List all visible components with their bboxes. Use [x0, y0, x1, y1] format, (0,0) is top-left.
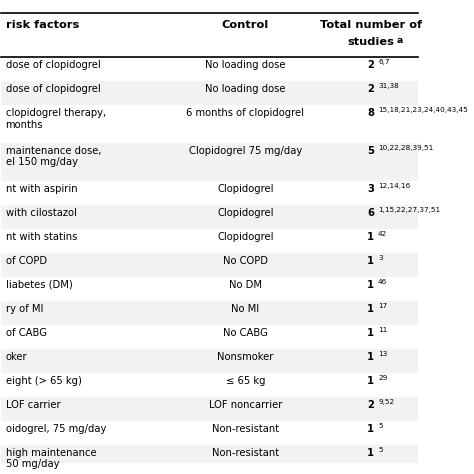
- Text: 5: 5: [367, 146, 374, 156]
- Bar: [1, 57, 419, 81]
- Text: 11: 11: [378, 327, 387, 333]
- Text: Control: Control: [222, 20, 269, 30]
- Text: 9,52: 9,52: [378, 399, 394, 405]
- Text: 6,7: 6,7: [378, 59, 390, 65]
- Bar: [1, 105, 419, 143]
- Text: high maintenance
50 mg/day: high maintenance 50 mg/day: [6, 448, 96, 469]
- Text: LOF carrier: LOF carrier: [6, 400, 60, 410]
- Text: No MI: No MI: [231, 304, 259, 314]
- Bar: [1, 325, 419, 348]
- Text: 29: 29: [378, 375, 387, 381]
- Text: LOF noncarrier: LOF noncarrier: [209, 400, 282, 410]
- Text: oker: oker: [6, 352, 27, 362]
- Text: nt with statins: nt with statins: [6, 232, 77, 242]
- Text: 31,38: 31,38: [378, 83, 399, 89]
- Text: 1: 1: [367, 424, 374, 434]
- Text: 5: 5: [378, 423, 383, 429]
- Bar: [1, 373, 419, 397]
- Text: Clopidogrel: Clopidogrel: [217, 184, 273, 194]
- Text: 17: 17: [378, 303, 387, 309]
- Text: risk factors: risk factors: [6, 20, 79, 30]
- Text: 1: 1: [367, 376, 374, 386]
- Text: ry of MI: ry of MI: [6, 304, 43, 314]
- Text: No loading dose: No loading dose: [205, 84, 286, 94]
- Text: liabetes (DM): liabetes (DM): [6, 280, 73, 290]
- Text: Non-resistant: Non-resistant: [212, 424, 279, 434]
- Text: ≤ 65 kg: ≤ 65 kg: [226, 376, 265, 386]
- Text: 3: 3: [378, 255, 383, 261]
- Bar: [1, 420, 419, 445]
- Text: Non-resistant: Non-resistant: [212, 448, 279, 458]
- Text: 12,14,16: 12,14,16: [378, 183, 410, 189]
- Text: No loading dose: No loading dose: [205, 60, 286, 70]
- Text: 5: 5: [378, 447, 383, 453]
- Text: Clopidogrel: Clopidogrel: [217, 232, 273, 242]
- Text: Clopidogrel: Clopidogrel: [217, 208, 273, 218]
- Text: 13: 13: [378, 351, 387, 357]
- Bar: [1, 143, 419, 181]
- Text: clopidogrel therapy,
months: clopidogrel therapy, months: [6, 108, 106, 129]
- Text: eight (> 65 kg): eight (> 65 kg): [6, 376, 82, 386]
- Bar: [1, 445, 419, 474]
- Text: Total number of: Total number of: [319, 20, 421, 30]
- Text: 1: 1: [367, 328, 374, 338]
- Text: 1: 1: [367, 304, 374, 314]
- Bar: [1, 348, 419, 373]
- Bar: [1, 301, 419, 325]
- Text: 46: 46: [378, 279, 387, 285]
- Text: oidogrel, 75 mg/day: oidogrel, 75 mg/day: [6, 424, 106, 434]
- Bar: [1, 276, 419, 301]
- Text: 2: 2: [367, 400, 374, 410]
- Bar: [1, 397, 419, 420]
- Text: maintenance dose,
el 150 mg/day: maintenance dose, el 150 mg/day: [6, 146, 101, 167]
- Bar: [1, 204, 419, 228]
- Text: 2: 2: [367, 60, 374, 70]
- Text: dose of clopidogrel: dose of clopidogrel: [6, 84, 100, 94]
- Text: 6 months of clopidogrel: 6 months of clopidogrel: [186, 108, 304, 118]
- Text: nt with aspirin: nt with aspirin: [6, 184, 77, 194]
- Text: 10,22,28,39,51: 10,22,28,39,51: [378, 145, 433, 151]
- Text: 15,18,21,23,24,40,43,45: 15,18,21,23,24,40,43,45: [378, 107, 468, 113]
- Text: 1: 1: [367, 352, 374, 362]
- Text: Clopidogrel 75 mg/day: Clopidogrel 75 mg/day: [189, 146, 302, 156]
- Text: 1: 1: [367, 256, 374, 266]
- Bar: [1, 253, 419, 276]
- Text: 42: 42: [378, 231, 387, 237]
- Text: 3: 3: [367, 184, 374, 194]
- Bar: [1, 81, 419, 105]
- Text: with cilostazol: with cilostazol: [6, 208, 76, 218]
- Text: 8: 8: [367, 108, 374, 118]
- Text: of COPD: of COPD: [6, 256, 46, 266]
- Text: studies: studies: [347, 37, 394, 47]
- Text: dose of clopidogrel: dose of clopidogrel: [6, 60, 100, 70]
- Text: No CABG: No CABG: [223, 328, 268, 338]
- Text: No COPD: No COPD: [223, 256, 268, 266]
- Text: 1: 1: [367, 280, 374, 290]
- Text: of CABG: of CABG: [6, 328, 46, 338]
- Text: Nonsmoker: Nonsmoker: [217, 352, 273, 362]
- Text: 2: 2: [367, 84, 374, 94]
- Bar: [1, 181, 419, 204]
- Bar: [1, 228, 419, 253]
- Text: 1: 1: [367, 232, 374, 242]
- Text: 1: 1: [367, 448, 374, 458]
- Text: 6: 6: [367, 208, 374, 218]
- Text: a: a: [396, 36, 402, 45]
- Text: No DM: No DM: [229, 280, 262, 290]
- Text: 1,15,22,27,37,51: 1,15,22,27,37,51: [378, 207, 440, 213]
